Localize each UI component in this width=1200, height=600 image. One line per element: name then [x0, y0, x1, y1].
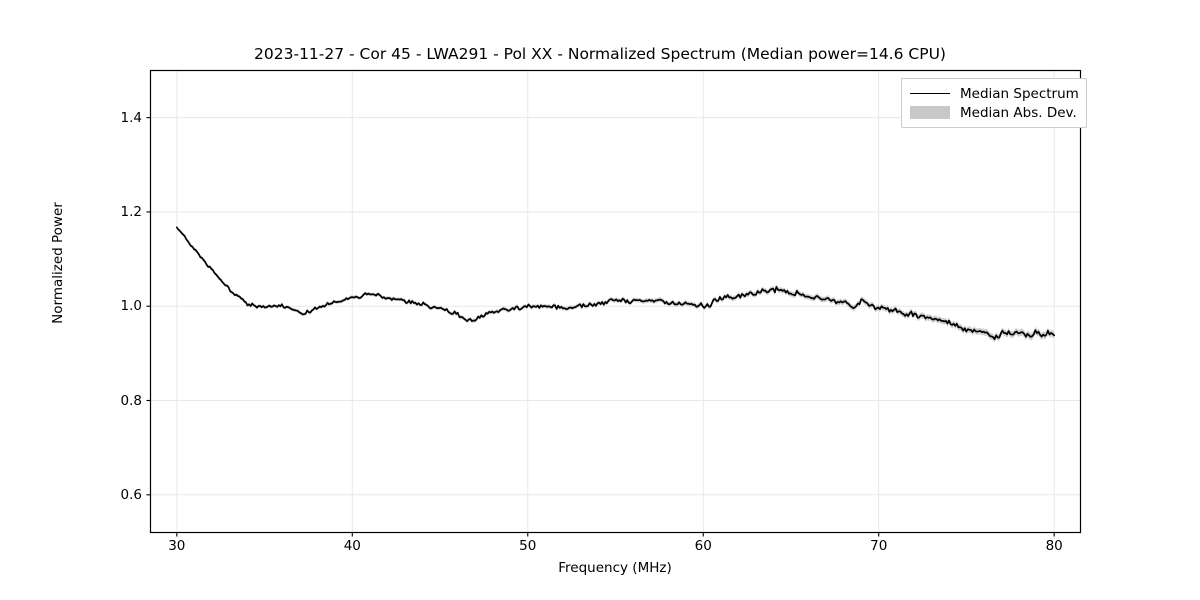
y-tick-label: 0.8	[120, 392, 142, 409]
median-spectrum-line	[175, 226, 1056, 341]
legend-item-median-spectrum: Median Spectrum	[909, 84, 1079, 103]
y-axis-label: Normalized Power	[50, 202, 66, 324]
legend-item-median-abs-dev: Median Abs. Dev.	[909, 103, 1079, 122]
axes-frame	[149, 69, 1082, 534]
y-tick-label: 1.4	[120, 109, 142, 126]
x-tick-label: 30	[168, 538, 186, 554]
legend-patch-icon	[909, 106, 951, 119]
legend: Median Spectrum Median Abs. Dev.	[901, 78, 1087, 128]
y-tick-label: 0.6	[120, 486, 142, 503]
x-tick-label: 80	[1045, 538, 1063, 554]
legend-label: Median Abs. Dev.	[960, 104, 1077, 121]
x-tick-label: 50	[519, 538, 537, 554]
x-tick-label: 40	[343, 538, 361, 554]
x-tick-label: 60	[694, 538, 712, 554]
axis-ticks	[146, 117, 1055, 537]
mad-band	[176, 225, 1055, 343]
y-tick-label: 1.0	[120, 298, 142, 315]
x-tick-label: 70	[870, 538, 888, 554]
page-title: 2023-11-27 - Cor 45 - LWA291 - Pol XX - …	[254, 45, 946, 63]
y-tick-label: 1.2	[120, 203, 142, 220]
x-axis-label: Frequency (MHz)	[558, 560, 672, 576]
legend-line-icon	[909, 93, 951, 94]
legend-label: Median Spectrum	[960, 85, 1079, 102]
